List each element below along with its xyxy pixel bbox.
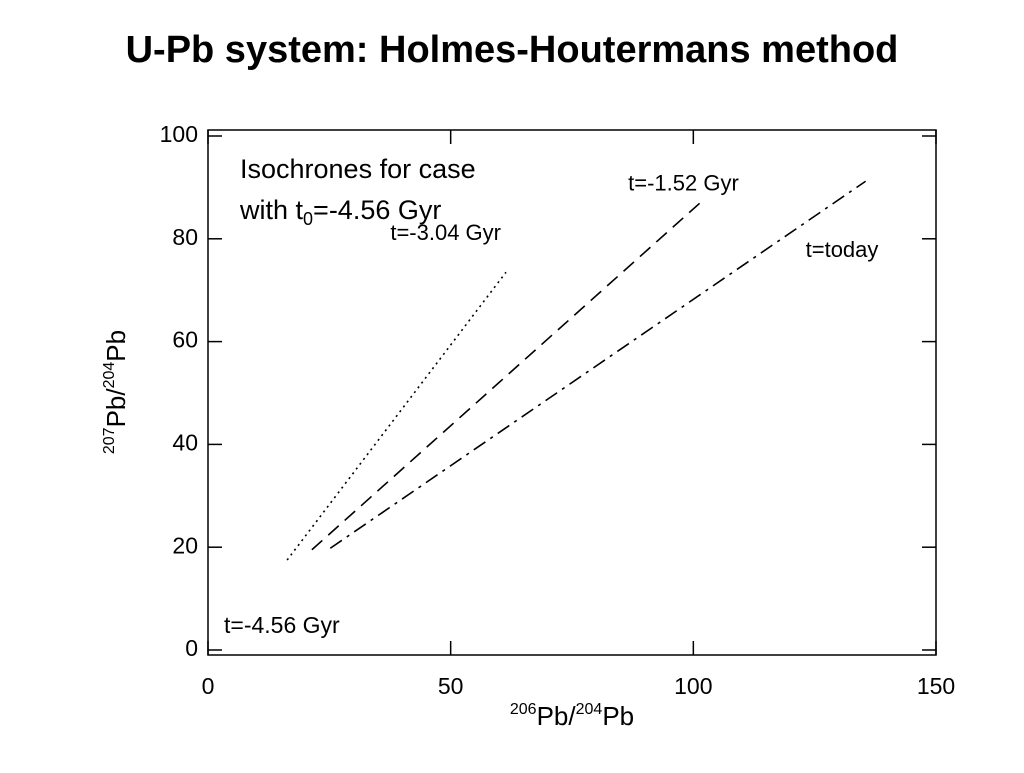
series-label: t=-3.04 Gyr (390, 220, 501, 245)
annotation-part: with t (239, 195, 304, 225)
series-label: t=today (806, 237, 879, 262)
series-label: t=-1.52 Gyr (628, 171, 739, 196)
x-tick-label: 100 (674, 673, 712, 699)
x-label-sup: 206 (510, 701, 537, 718)
annotation: with t0=-4.56 Gyr (239, 195, 441, 229)
isochrone (329, 180, 867, 549)
origin-label: t=-4.56 Gyr (224, 612, 340, 638)
y-tick-label: 60 (172, 327, 198, 353)
y-tick-label: 40 (172, 429, 198, 455)
annotation-part: =-4.56 Gyr (313, 195, 441, 225)
x-label-sup: 204 (576, 701, 603, 718)
y-tick-label: 80 (172, 224, 198, 250)
x-tick-label: 0 (202, 673, 215, 699)
x-tick-label: 150 (917, 673, 955, 699)
y-tick-label: 0 (185, 635, 198, 661)
annotation-subscript: 0 (303, 209, 313, 229)
y-tick-label: 100 (160, 121, 198, 147)
annotation: Isochrones for case (240, 154, 476, 184)
y-label-sup: 204 (101, 362, 118, 389)
annotation-line: Isochrones for case (240, 154, 476, 184)
x-tick-label: 50 (438, 673, 464, 699)
y-label-part: Pb/ (101, 388, 131, 428)
y-axis-label: 207Pb/204Pb (101, 330, 131, 454)
x-axis-label: 206Pb/204Pb (510, 701, 634, 731)
x-label-part: Pb (602, 701, 634, 731)
isochrone (286, 271, 507, 561)
plot-frame (207, 129, 937, 656)
title: U-Pb system: Holmes-Houtermans method (126, 29, 899, 71)
y-tick-label: 20 (172, 532, 198, 558)
x-label-part: Pb/ (537, 701, 577, 731)
y-label-sup: 207 (101, 427, 118, 454)
isochrone (311, 202, 701, 551)
y-label-part: Pb (101, 330, 131, 362)
